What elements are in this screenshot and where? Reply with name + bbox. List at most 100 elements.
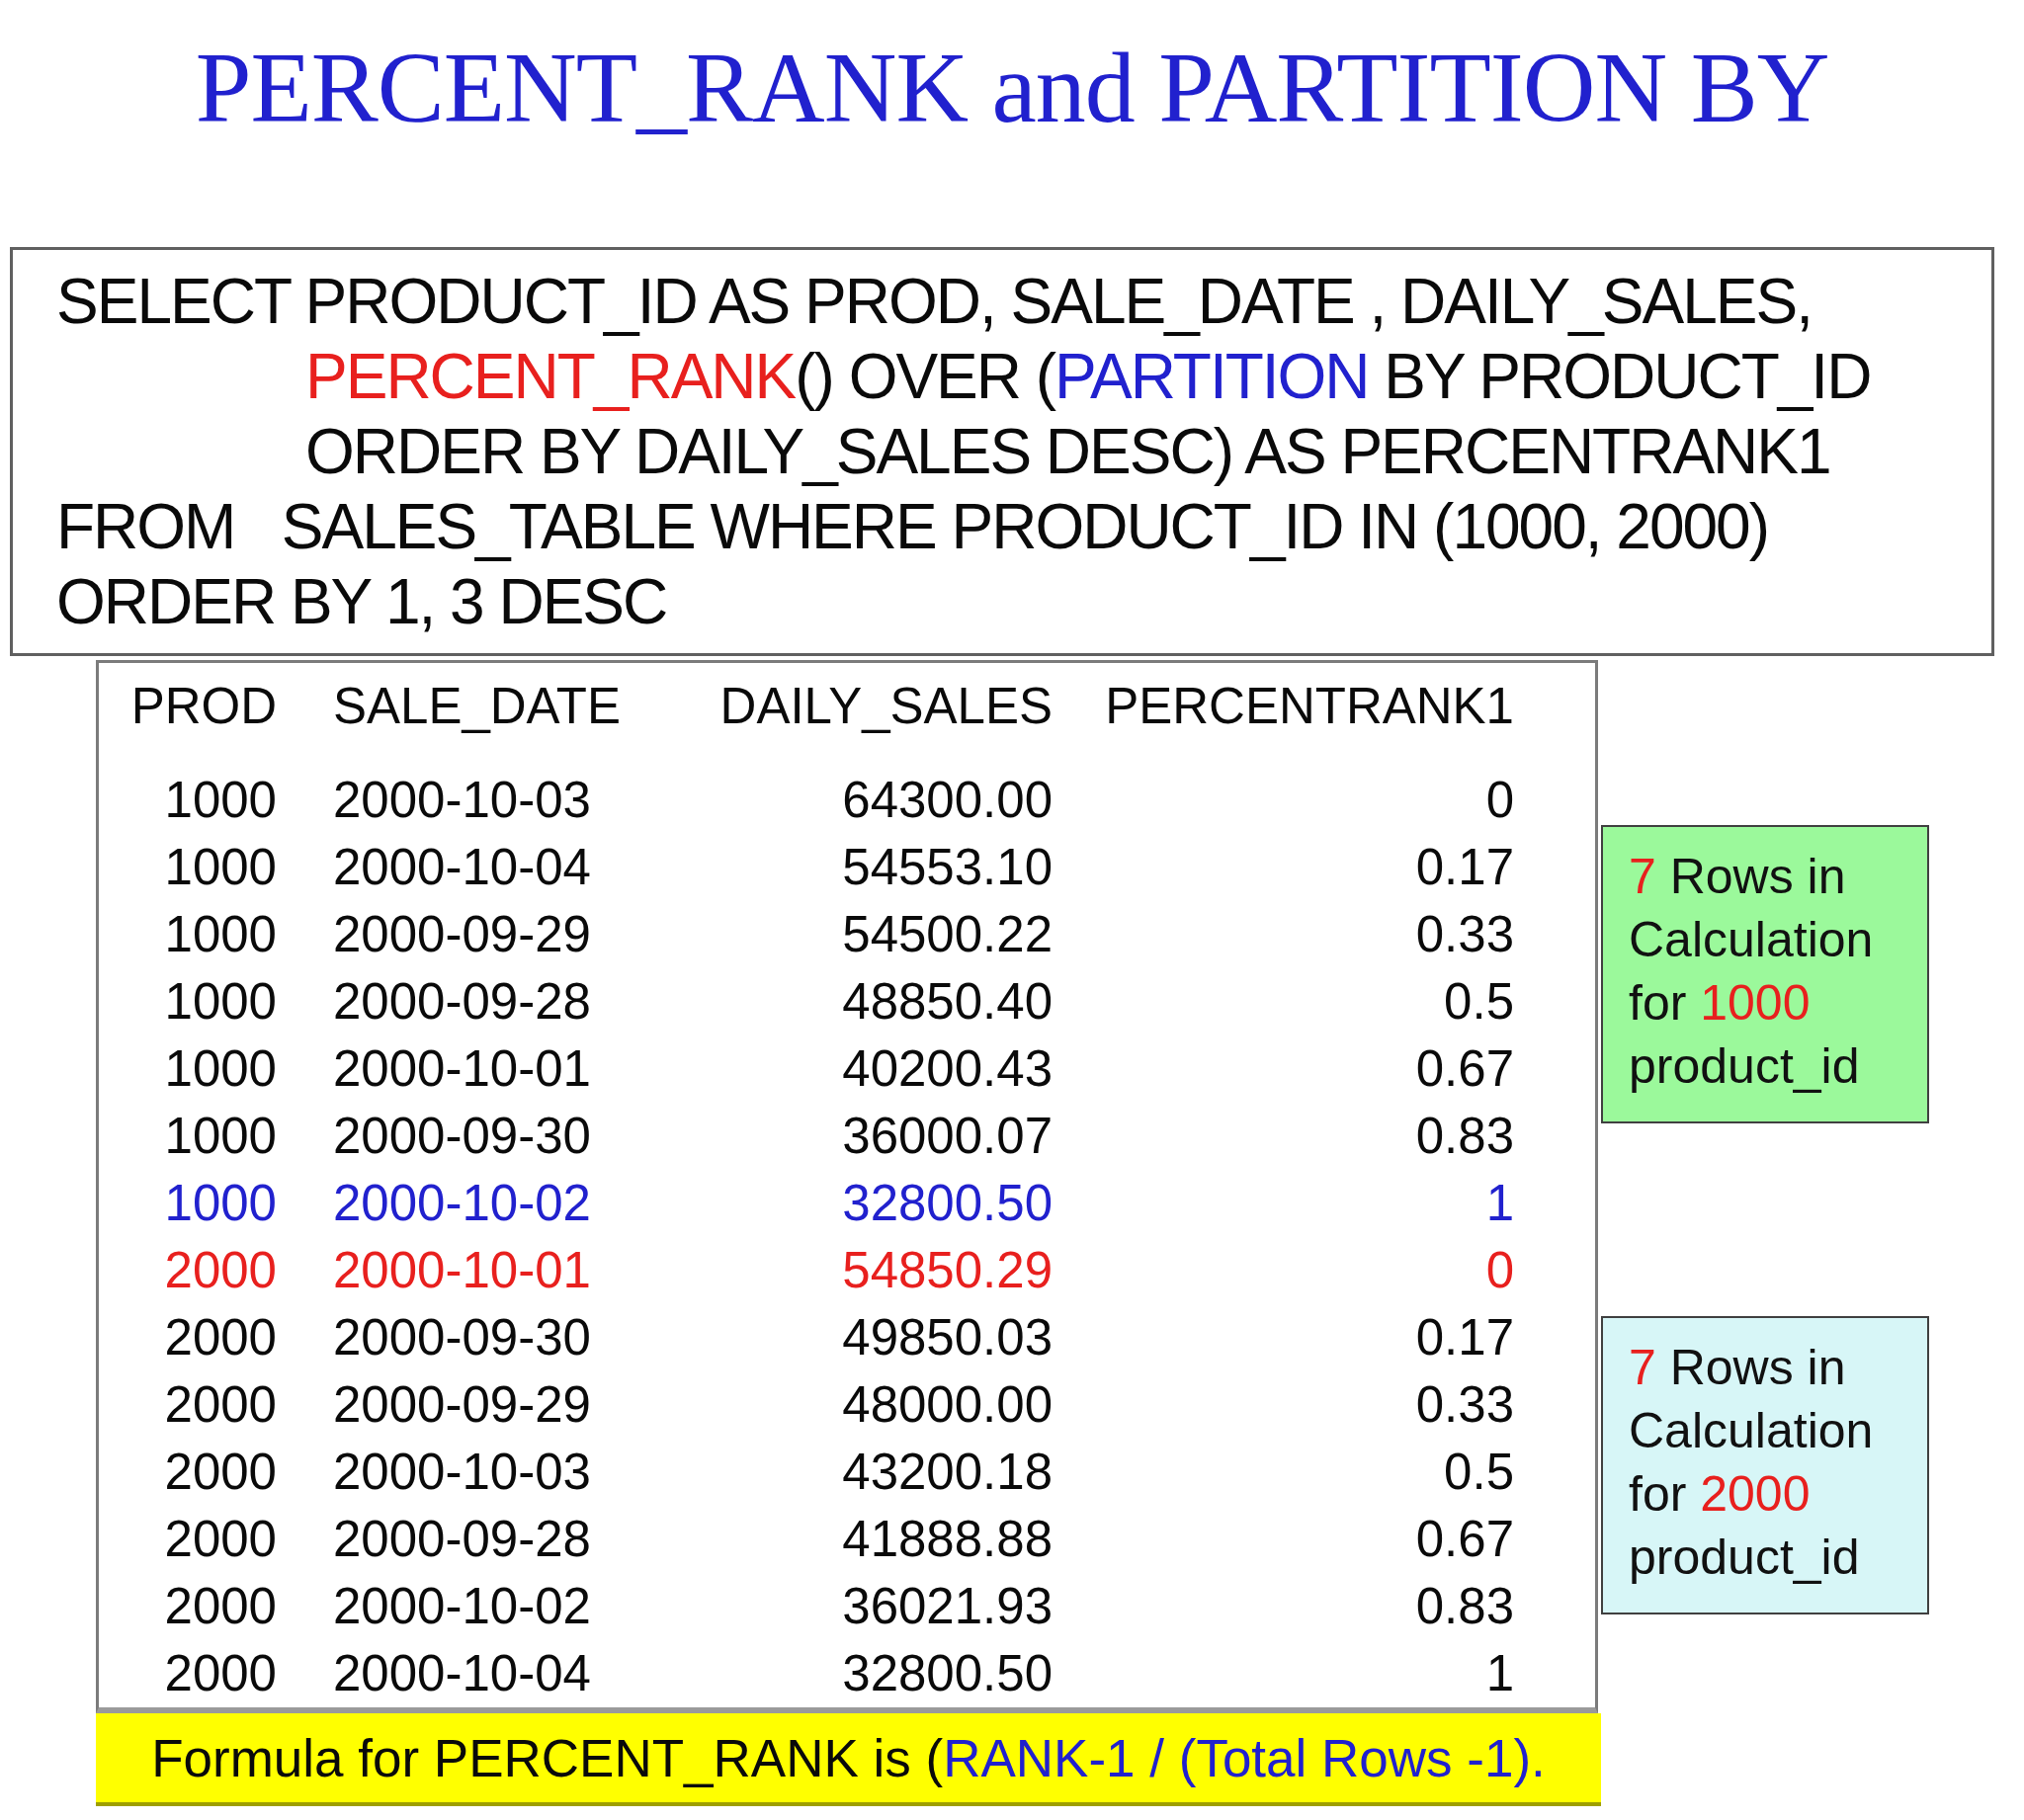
table-cell: 2000-10-01 — [277, 1241, 652, 1299]
slide: PERCENT_RANK and PARTITION BY SELECT PRO… — [0, 0, 2024, 1820]
note-rows-count: 7 — [1629, 1340, 1656, 1395]
header-cell-sale-date: SALE_DATE — [277, 677, 652, 735]
table-cell: 32800.50 — [652, 1174, 1053, 1232]
table-row: 10002000-10-0454553.100.17 — [99, 833, 1595, 900]
table-header-row: PROD SALE_DATE DAILY_SALES PERCENTRANK1 — [99, 677, 1595, 734]
note-line: product_id — [1629, 1526, 1927, 1589]
table-cell: 2000-10-02 — [277, 1174, 652, 1232]
table-cell: 2000 — [99, 1510, 277, 1568]
header-cell-percentrank1: PERCENTRANK1 — [1053, 677, 1514, 735]
table-cell: 2000-10-04 — [277, 1644, 652, 1702]
note-line: 7 Rows in — [1629, 1336, 1927, 1399]
page-title: PERCENT_RANK and PARTITION BY — [0, 30, 2024, 145]
table-row: 20002000-09-2948000.000.33 — [99, 1370, 1595, 1438]
note-line: 7 Rows in — [1629, 845, 1927, 908]
note-rows-count: 7 — [1629, 849, 1656, 904]
table-cell: 1 — [1053, 1644, 1514, 1702]
header-cell-prod: PROD — [99, 677, 277, 735]
table-cell: 2000 — [99, 1443, 277, 1501]
table-cell: 2000-09-28 — [277, 1510, 652, 1568]
formula-prefix: Formula for PERCENT_RANK is ( — [151, 1728, 943, 1788]
table-cell: 0.33 — [1053, 1375, 1514, 1434]
sql-over-clause: () OVER ( — [795, 341, 1054, 412]
sql-keyword-partition: PARTITION — [1054, 341, 1368, 412]
table-cell: 40200.43 — [652, 1039, 1053, 1098]
table-cell: 0.5 — [1053, 972, 1514, 1031]
table-cell: 0 — [1053, 771, 1514, 829]
table-cell: 2000 — [99, 1308, 277, 1366]
table-cell: 2000-10-04 — [277, 838, 652, 896]
formula-banner: Formula for PERCENT_RANK is (RANK-1 / (T… — [96, 1713, 1601, 1806]
table-cell: 0.83 — [1053, 1577, 1514, 1635]
table-row: 10002000-09-3036000.070.83 — [99, 1102, 1595, 1169]
table-cell: 1000 — [99, 972, 277, 1031]
table-cell: 2000 — [99, 1241, 277, 1299]
table-row: 20002000-10-0343200.180.5 — [99, 1438, 1595, 1505]
table-cell: 41888.88 — [652, 1510, 1053, 1568]
table-cell: 2000-10-02 — [277, 1577, 652, 1635]
sql-line-window-function: PERCENT_RANK() OVER (PARTITION BY PRODUC… — [56, 339, 1991, 414]
table-cell: 36021.93 — [652, 1577, 1053, 1635]
table-cell: 0 — [1053, 1241, 1514, 1299]
table-row: 10002000-10-0232800.501 — [99, 1169, 1595, 1236]
note-product-2000: 7 Rows in Calculation for 2000 product_i… — [1601, 1316, 1929, 1614]
table-cell: 36000.07 — [652, 1107, 1053, 1165]
sql-keyword-percent-rank: PERCENT_RANK — [305, 341, 795, 412]
table-cell: 0.83 — [1053, 1107, 1514, 1165]
table-cell: 2000-09-29 — [277, 1375, 652, 1434]
note-for-label: for — [1629, 1466, 1700, 1522]
table-row: 10002000-09-2954500.220.33 — [99, 900, 1595, 967]
table-cell: 54850.29 — [652, 1241, 1053, 1299]
table-cell: 1000 — [99, 1039, 277, 1098]
sql-line-from-where: FROM SALES_TABLE WHERE PRODUCT_ID IN (10… — [56, 489, 1991, 564]
table-cell: 0.67 — [1053, 1039, 1514, 1098]
table-cell: 54553.10 — [652, 838, 1053, 896]
sql-line-select: SELECT PRODUCT_ID AS PROD, SALE_DATE , D… — [56, 264, 1991, 339]
table-cell: 2000-09-29 — [277, 905, 652, 963]
note-line: for 2000 — [1629, 1462, 1927, 1526]
table-cell: 2000 — [99, 1644, 277, 1702]
note-for-label: for — [1629, 975, 1700, 1031]
table-cell: 0.5 — [1053, 1443, 1514, 1501]
note-product-id-value: 2000 — [1700, 1466, 1810, 1522]
table-row: 10002000-10-0140200.430.67 — [99, 1034, 1595, 1102]
note-rows-label: Rows in — [1656, 849, 1846, 904]
table-cell: 54500.22 — [652, 905, 1053, 963]
table-row: 20002000-09-3049850.030.17 — [99, 1303, 1595, 1370]
table-cell: 43200.18 — [652, 1443, 1053, 1501]
table-cell: 2000-09-28 — [277, 972, 652, 1031]
sql-line-order-by-window: ORDER BY DAILY_SALES DESC) AS PERCENTRAN… — [56, 414, 1991, 489]
table-cell: 2000-09-30 — [277, 1308, 652, 1366]
table-cell: 1000 — [99, 771, 277, 829]
table-cell: 1 — [1053, 1174, 1514, 1232]
table-row: 20002000-10-0432800.501 — [99, 1639, 1595, 1706]
sql-query-box: SELECT PRODUCT_ID AS PROD, SALE_DATE , D… — [10, 247, 1994, 656]
table-cell: 2000-10-03 — [277, 771, 652, 829]
table-cell: 48000.00 — [652, 1375, 1053, 1434]
table-row: 20002000-09-2841888.880.67 — [99, 1505, 1595, 1572]
table-cell: 2000-10-01 — [277, 1039, 652, 1098]
table-cell: 0.17 — [1053, 838, 1514, 896]
table-cell: 2000 — [99, 1577, 277, 1635]
sql-line-order-by: ORDER BY 1, 3 DESC — [56, 564, 1991, 639]
note-rows-label: Rows in — [1656, 1340, 1846, 1395]
note-product-id-value: 1000 — [1700, 975, 1810, 1031]
table-row: 20002000-10-0154850.290 — [99, 1236, 1595, 1303]
table-cell: 0.67 — [1053, 1510, 1514, 1568]
result-table: PROD SALE_DATE DAILY_SALES PERCENTRANK1 … — [96, 660, 1598, 1713]
result-table-rows: 10002000-10-0364300.00010002000-10-04545… — [99, 766, 1595, 1706]
table-cell: 2000-09-30 — [277, 1107, 652, 1165]
table-cell: 1000 — [99, 905, 277, 963]
note-line: for 1000 — [1629, 971, 1927, 1034]
table-row: 20002000-10-0236021.930.83 — [99, 1572, 1595, 1639]
note-line: Calculation — [1629, 1399, 1927, 1462]
note-product-1000: 7 Rows in Calculation for 1000 product_i… — [1601, 825, 1929, 1123]
table-cell: 2000-10-03 — [277, 1443, 652, 1501]
header-cell-daily-sales: DAILY_SALES — [652, 677, 1053, 735]
table-row: 10002000-09-2848850.400.5 — [99, 967, 1595, 1034]
formula-expression: RANK-1 / (Total Rows -1). — [943, 1728, 1546, 1788]
table-cell: 32800.50 — [652, 1644, 1053, 1702]
table-cell: 64300.00 — [652, 771, 1053, 829]
note-line: Calculation — [1629, 908, 1927, 971]
table-cell: 1000 — [99, 1107, 277, 1165]
